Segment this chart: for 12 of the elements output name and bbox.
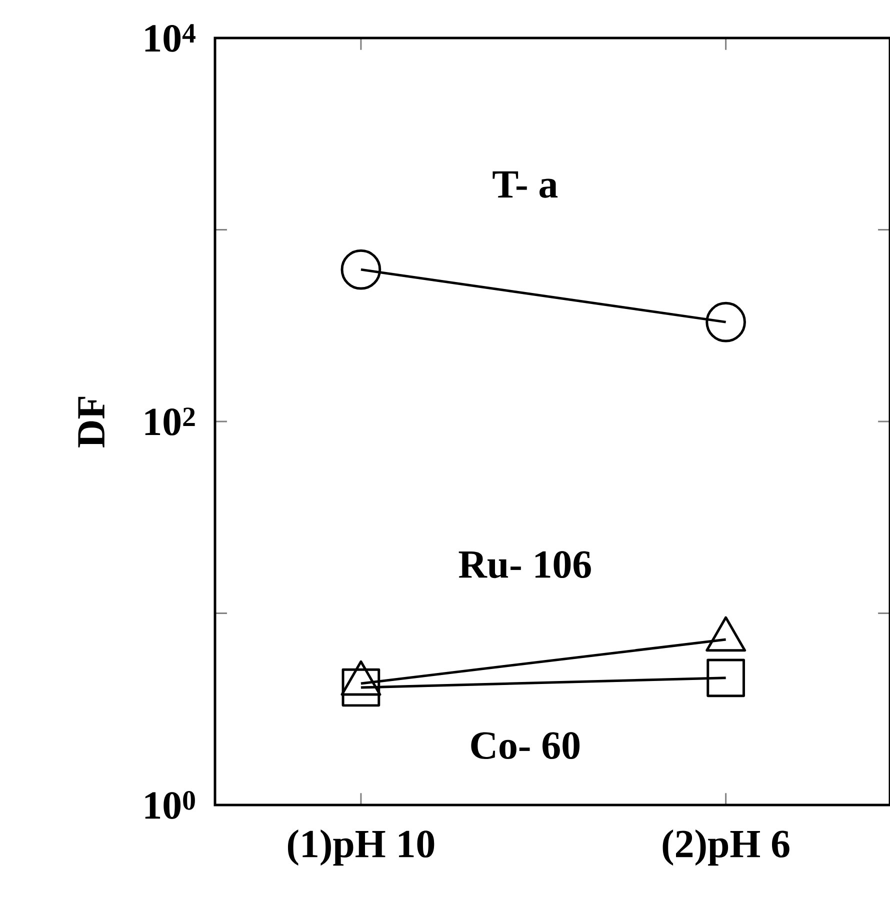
x-tick-label: (2)pH 6 xyxy=(662,830,790,866)
series-label: Ru- 106 xyxy=(458,551,591,578)
y-axis-title: DF xyxy=(78,396,104,448)
text: T- a xyxy=(492,171,558,198)
point xyxy=(706,302,746,342)
y-tick-label: 10$^{2}$ xyxy=(145,408,195,436)
x-tick-label: (1)pH 10 xyxy=(288,830,434,866)
point xyxy=(706,658,745,698)
series-label: Co- 60 xyxy=(471,732,580,760)
y-tick-label: 10$^{4}$ xyxy=(145,24,196,52)
point xyxy=(340,249,382,290)
y-tick-label: 10$^{0}$ xyxy=(145,791,195,819)
